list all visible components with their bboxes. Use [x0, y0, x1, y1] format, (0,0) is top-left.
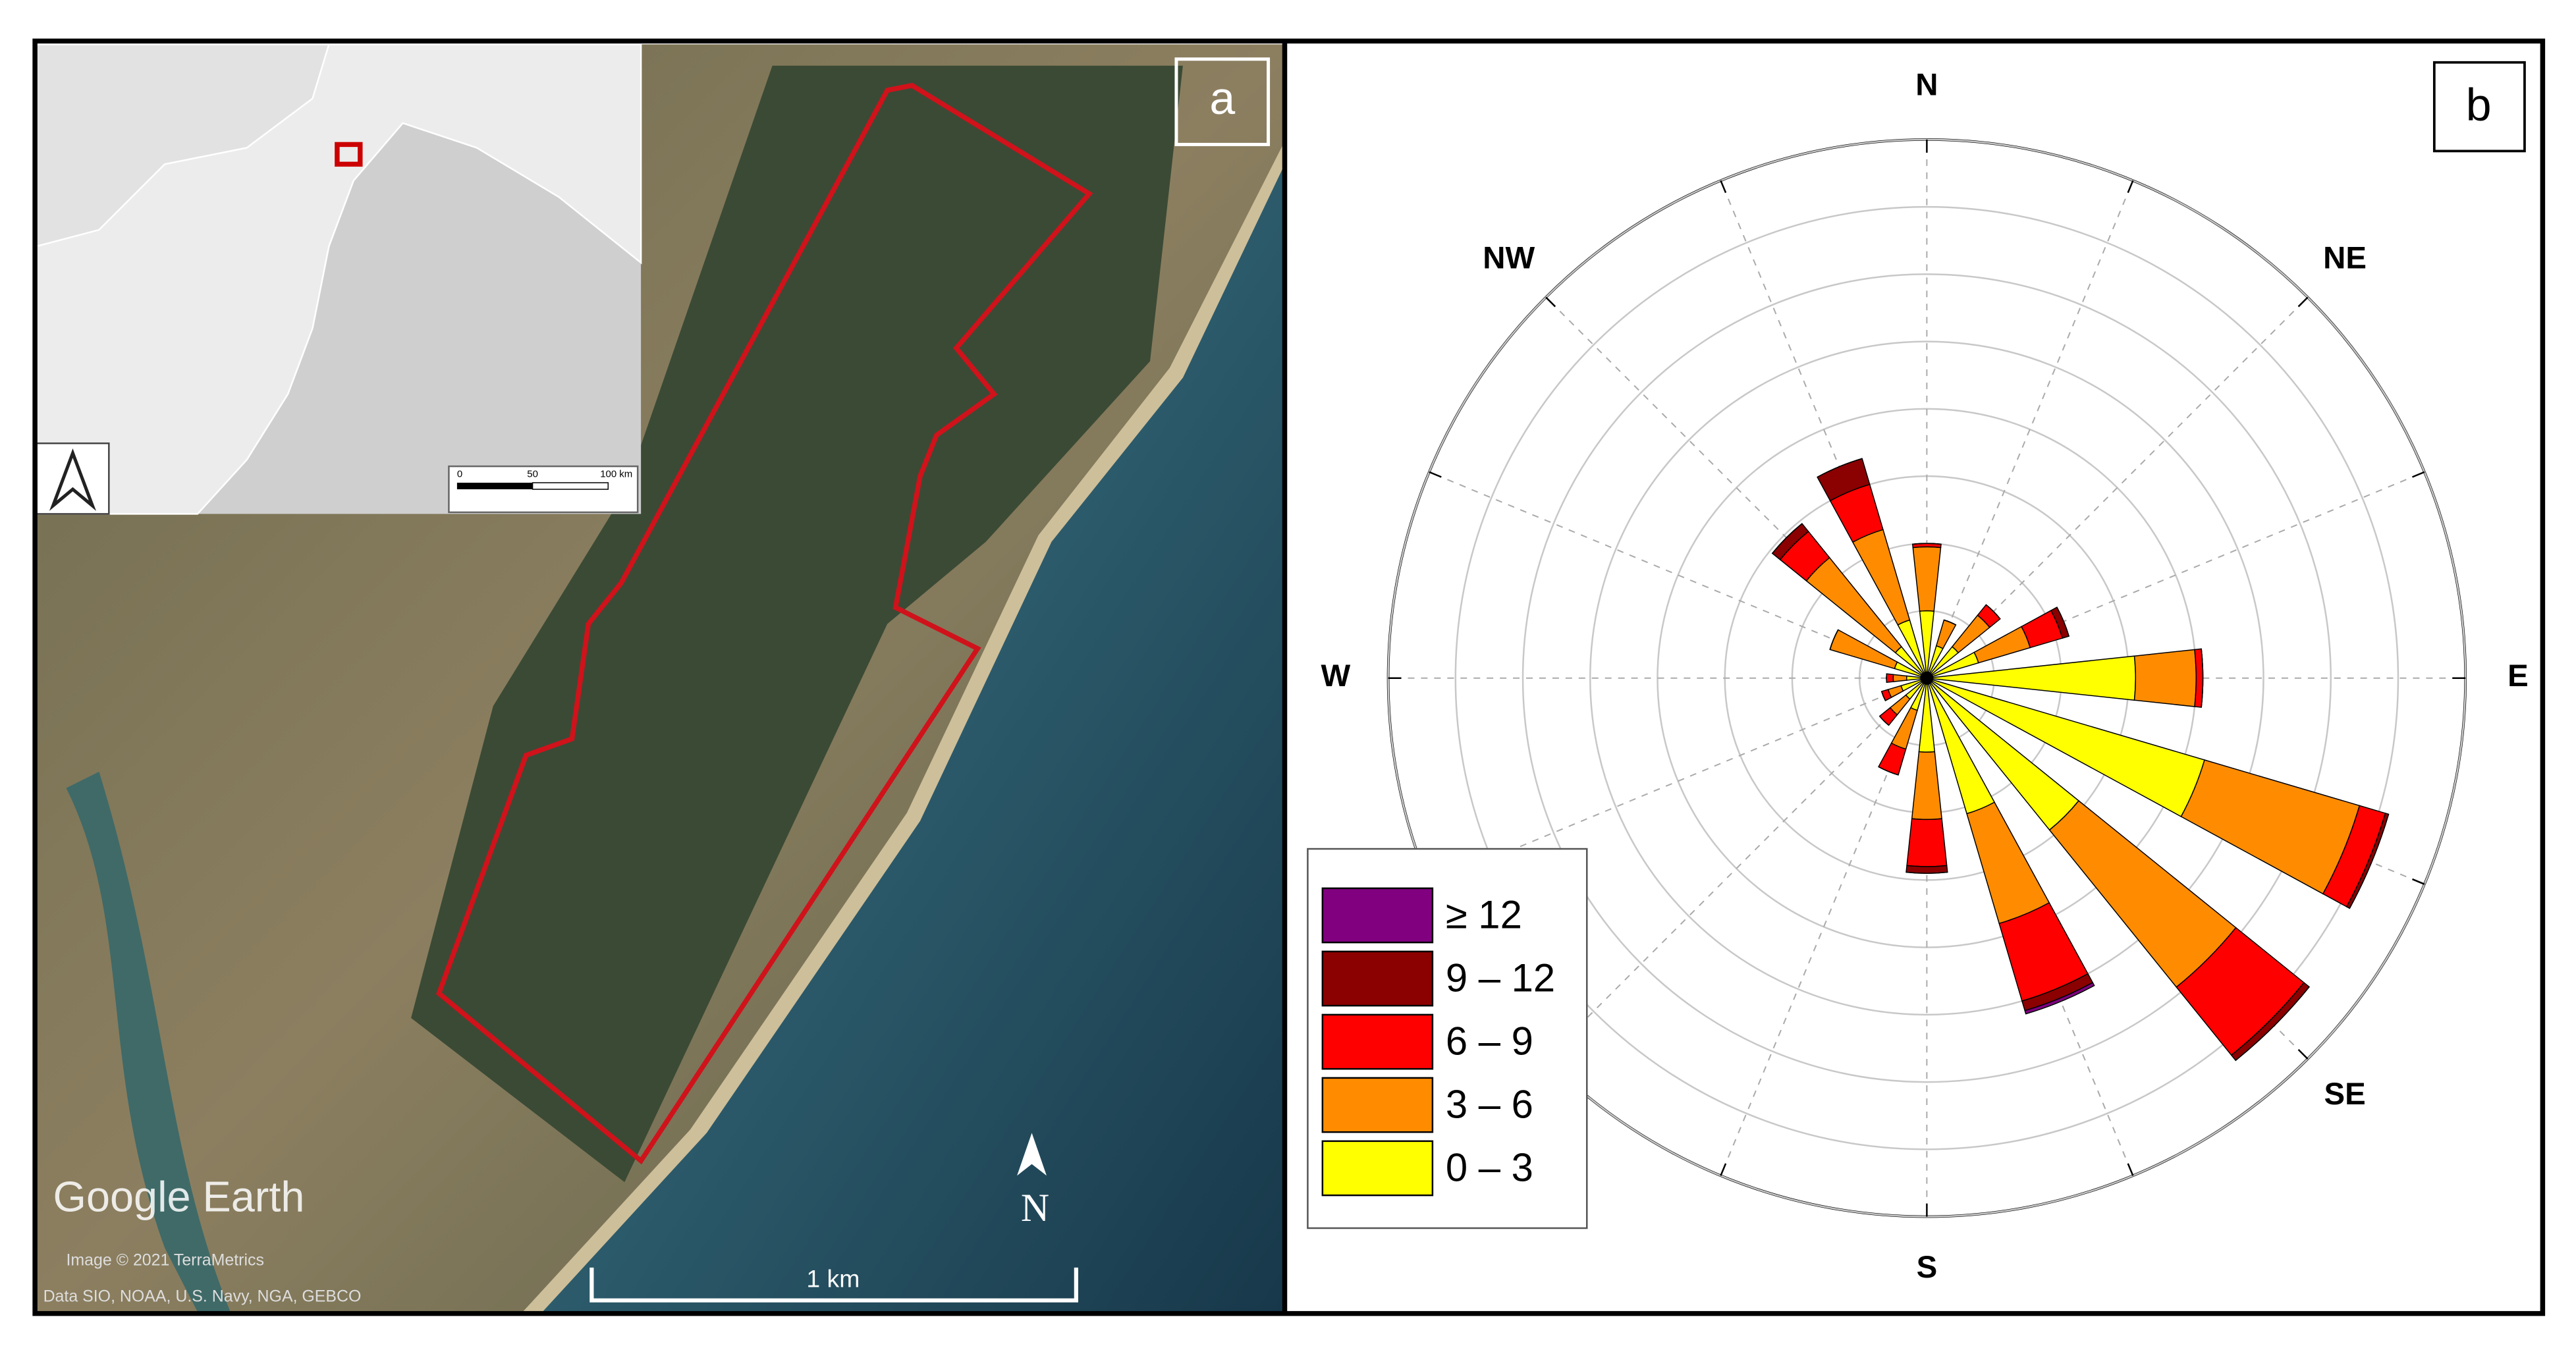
outer-tick [1720, 1163, 1727, 1176]
wedge-segment [2024, 982, 2095, 1015]
legend: 0 – 3 3 – 6 6 – 9 9 – 12 ≥ 12 [1307, 848, 1588, 1229]
satellite-sea [542, 164, 1285, 1312]
inset-land [36, 43, 642, 515]
scale-bar [589, 1267, 1078, 1303]
grid-ring [1454, 205, 2399, 1150]
outer-tick [2297, 296, 2309, 308]
panel-label-box [1174, 57, 1271, 146]
direction-label: W [1321, 659, 1350, 693]
legend-label: 6 – 9 [1446, 1019, 1533, 1064]
grid-spoke [1545, 296, 1928, 679]
legend-swatch [1321, 1013, 1434, 1070]
outer-tick [2127, 180, 2134, 194]
center-dot [1920, 671, 1934, 685]
wedge-segment [1906, 818, 1948, 867]
inset-north-arrow [49, 448, 97, 511]
direction-label: N [1915, 68, 1938, 103]
river [66, 771, 231, 1312]
legend-swatch [1321, 887, 1434, 944]
wedge-segment [1905, 871, 1948, 874]
outer-tick [2412, 878, 2425, 885]
grid-spoke [1429, 471, 1927, 679]
outer-tick [1545, 296, 1556, 308]
inset-scale-label: 100 km [600, 469, 632, 480]
panel-b: N NE E SE S W NW 0 – 3 3 – 6 6 – 9 9 – 12 ≥ 12 [1307, 68, 2529, 1285]
direction-label: S [1917, 1250, 1938, 1285]
direction-label: NE [2323, 241, 2367, 276]
legend-swatch [1321, 950, 1434, 1007]
wedge-segment [1892, 674, 1907, 682]
inset-land-north [36, 43, 331, 248]
grid-ring [1521, 273, 2332, 1083]
grid-spoke [1926, 296, 2309, 679]
outer-tick [1429, 471, 1442, 478]
wedge-segment [2133, 649, 2197, 707]
outer-tick [2297, 1049, 2309, 1060]
legend-swatch [1321, 1140, 1434, 1197]
grid-spoke [1720, 678, 1928, 1176]
inset-map: 0 50 100 km [36, 43, 642, 515]
grid-spoke [1927, 471, 2425, 679]
north-label: N [1021, 1186, 1049, 1229]
outer-tick [2412, 471, 2425, 478]
north-arrow [1017, 1133, 1047, 1176]
wedge-segment [1905, 865, 1948, 874]
wedge-segment [1886, 673, 1894, 684]
grid-spoke [1926, 180, 2134, 679]
grid-spoke [1545, 678, 1928, 1060]
watermark: Google Earth [53, 1173, 305, 1221]
wedge-segment [1829, 630, 1839, 650]
inset-scale-bar [456, 483, 533, 490]
inset-location [335, 142, 363, 167]
wedge-segment [1817, 458, 1863, 478]
direction-label: NW [1483, 241, 1535, 276]
legend-label: ≥ 12 [1446, 893, 1522, 937]
figure-frame [32, 38, 2546, 1316]
inset-scale-bar [532, 482, 609, 490]
grid-ring [1589, 340, 2264, 1016]
panel-label-box [2432, 61, 2526, 153]
panel-a: 0 50 100 km a Google Earth Image © 2021 … [36, 43, 1285, 1312]
study-area-outline [436, 82, 1093, 1165]
credit: Image © 2021 TerraMetrics [66, 1251, 263, 1269]
direction-label: SE [2324, 1077, 2365, 1112]
direction-label: E [2507, 659, 2529, 693]
panel-label: b [2466, 79, 2492, 130]
scale-label: 1 km [806, 1265, 860, 1293]
inset-scale-label: 50 [527, 469, 538, 480]
inset-scale-label: 0 [457, 469, 462, 480]
wedge-segment [2201, 649, 2204, 708]
outer-tick [1720, 180, 1727, 194]
forest-area [411, 65, 1183, 1183]
grid-spoke [1720, 180, 1928, 679]
outer-tick [2127, 1163, 2134, 1176]
legend-label: 9 – 12 [1446, 956, 1555, 1000]
credit: Data SIO, NOAA, U.S. Navy, NGA, GEBCO [43, 1287, 362, 1305]
legend-label: 3 – 6 [1446, 1083, 1533, 1127]
legend-label: 0 – 3 [1446, 1146, 1533, 1190]
panel-label: a [1209, 72, 1235, 124]
legend-swatch [1321, 1077, 1434, 1133]
